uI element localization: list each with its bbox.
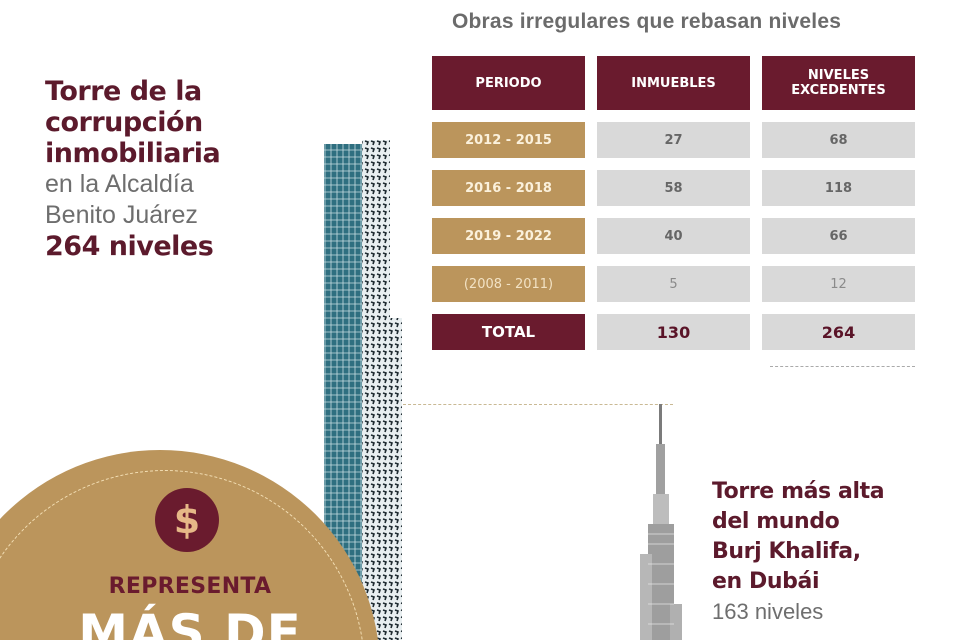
caption-title-line: Torre de la bbox=[45, 76, 202, 107]
header-inmuebles: INMUEBLES bbox=[597, 56, 750, 110]
caption-levels: 264 niveles bbox=[45, 231, 214, 262]
burj-khalifa-illustration bbox=[640, 404, 682, 640]
right-caption: Torre más alta del mundo Burj Khalifa, e… bbox=[712, 477, 952, 627]
caption-title-line: Torre más alta bbox=[712, 479, 885, 504]
table-row-inmuebles: 27 bbox=[597, 122, 750, 158]
header-niveles-line2: EXCEDENTES bbox=[791, 83, 886, 98]
table-row-niveles: 68 bbox=[762, 122, 915, 158]
header-niveles-line1: NIVELES bbox=[807, 68, 870, 83]
header-niveles-excedentes: NIVELES EXCEDENTES bbox=[762, 56, 915, 110]
caption-subtitle-line: en la Alcaldía bbox=[45, 170, 194, 198]
badge-headline: MÁS DE bbox=[78, 604, 302, 640]
caption-title-line: del mundo bbox=[712, 509, 840, 534]
table-row-periodo: (2008 - 2011) bbox=[432, 266, 585, 302]
left-caption: Torre de la corrupción inmobiliaria en l… bbox=[45, 76, 305, 262]
table-row-inmuebles: 58 bbox=[597, 170, 750, 206]
table-divider bbox=[770, 366, 915, 367]
caption-title-line: inmobiliaria bbox=[45, 138, 221, 169]
table-row-periodo: 2012 - 2015 bbox=[432, 122, 585, 158]
badge-label: REPRESENTA bbox=[108, 574, 272, 599]
caption-title-line: Burj Khalifa, bbox=[712, 539, 861, 564]
table-row-inmuebles: 40 bbox=[597, 218, 750, 254]
caption-title-line: en Dubái bbox=[712, 569, 820, 594]
caption-levels: 163 niveles bbox=[712, 599, 824, 624]
caption-title-line: corrupción bbox=[45, 107, 203, 138]
table-row-periodo: 2019 - 2022 bbox=[432, 218, 585, 254]
table-row-niveles: 66 bbox=[762, 218, 915, 254]
table-row-inmuebles: 5 bbox=[597, 266, 750, 302]
total-label: TOTAL bbox=[432, 314, 585, 350]
table-row-niveles: 12 bbox=[762, 266, 915, 302]
total-niveles: 264 bbox=[762, 314, 915, 350]
caption-subtitle-line: Benito Juárez bbox=[45, 201, 198, 229]
header-periodo: PERIODO bbox=[432, 56, 585, 110]
height-reference-line bbox=[403, 404, 673, 405]
total-inmuebles: 130 bbox=[597, 314, 750, 350]
table-title: Obras irregulares que rebasan niveles bbox=[452, 10, 842, 33]
table-row-niveles: 118 bbox=[762, 170, 915, 206]
table-row-periodo: 2016 - 2018 bbox=[432, 170, 585, 206]
dollar-icon: $ bbox=[155, 488, 219, 552]
